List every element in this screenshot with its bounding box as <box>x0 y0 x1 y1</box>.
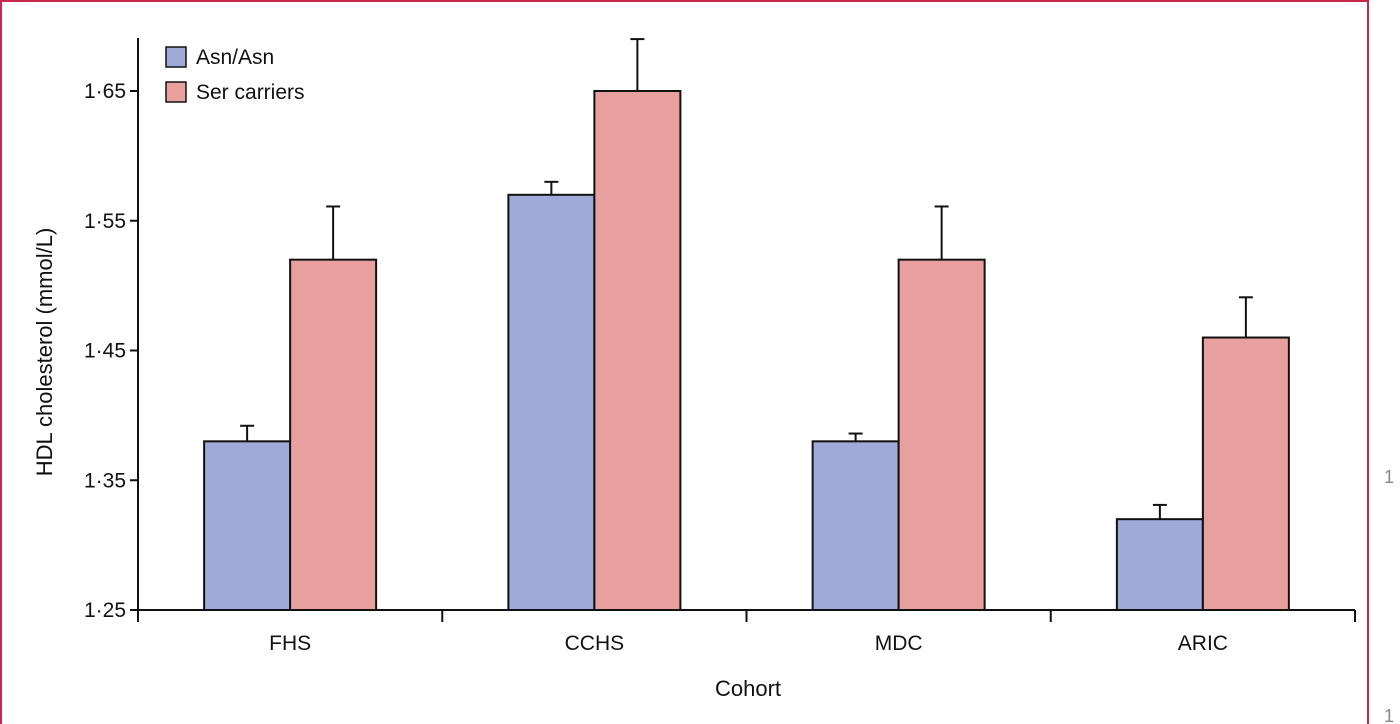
bar-asn-asn-mdc <box>811 440 900 612</box>
x-tick-label: FHS <box>269 632 311 655</box>
y-axis-title: HDL cholesterol (mmol/L) <box>32 228 57 477</box>
bar-asn-asn-cchs <box>507 193 596 612</box>
bar-asn-asn-fhs <box>203 440 292 612</box>
legend: Asn/Asn Ser carriers <box>165 46 305 104</box>
bar-ser-carriers-fhs <box>289 258 378 611</box>
y-tick-label: 1·25 <box>84 599 126 622</box>
y-tick-label: 1·45 <box>84 340 126 363</box>
legend-swatch-ser-carriers <box>165 81 187 103</box>
edge-mark-top: 1 <box>1384 467 1394 487</box>
x-axis-title: Cohort <box>715 676 781 701</box>
figure-border <box>0 0 1369 724</box>
legend-label-ser-carriers: Ser carriers <box>196 81 305 104</box>
bar-ser-carriers-aric <box>1201 336 1290 611</box>
y-tick-label: 1·65 <box>84 80 126 103</box>
bars-layer <box>203 38 1290 612</box>
legend-label-asn-asn: Asn/Asn <box>196 46 274 69</box>
y-tick-label: 1·35 <box>84 469 126 492</box>
x-tick-label: CCHS <box>565 632 625 655</box>
edge-mark-bottom: 1 <box>1384 706 1394 724</box>
legend-swatch-asn-asn <box>165 46 187 68</box>
bar-ser-carriers-mdc <box>897 258 986 611</box>
bar-asn-asn-aric <box>1115 518 1204 611</box>
x-tick-label: ARIC <box>1178 632 1228 655</box>
y-tick-label: 1·55 <box>84 210 126 233</box>
bar-ser-carriers-cchs <box>593 90 682 611</box>
x-tick-label: MDC <box>875 632 923 655</box>
axes-layer: 1·25 1·35 1·45 1·55 1·65 FHS CCHS MDC ARIC <box>84 38 1356 655</box>
